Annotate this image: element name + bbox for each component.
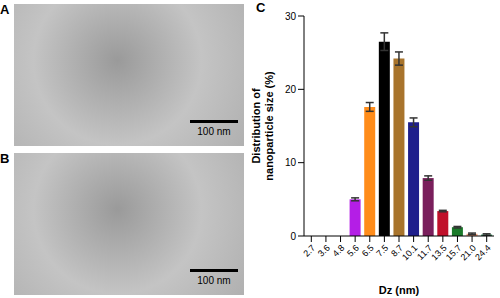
svg-text:15.7: 15.7 — [443, 242, 464, 263]
html-text:B: B — [0, 151, 10, 166]
svg-text:Distribution ofnanoparticle si: Distribution ofnanoparticle size (%) — [250, 71, 275, 181]
svg-text:0: 0 — [290, 231, 296, 242]
svg-text:8.7: 8.7 — [389, 242, 405, 259]
svg-text:10.1: 10.1 — [400, 242, 420, 263]
html-text:100 nm: 100 nm — [197, 275, 231, 286]
svg-text:6.5: 6.5 — [360, 243, 376, 259]
svg-text:2.7: 2.7 — [301, 243, 317, 259]
svg-text:21.0: 21.0 — [458, 242, 478, 263]
svg-text:24.4: 24.4 — [473, 243, 492, 262]
svg-text:5.6: 5.6 — [345, 243, 361, 259]
svg-text:3.6: 3.6 — [316, 243, 332, 259]
html-text:A: A — [0, 2, 10, 17]
svg-text:7.5: 7.5 — [374, 243, 390, 259]
svg-text:11.7: 11.7 — [415, 242, 435, 262]
svg-text:Dz (nm): Dz (nm) — [379, 284, 420, 296]
svg-text:4.8: 4.8 — [331, 243, 347, 259]
html-text:100 nm: 100 nm — [197, 126, 231, 137]
svg-text:30: 30 — [285, 11, 297, 22]
svg-text:20: 20 — [285, 84, 297, 95]
svg-text:13.5: 13.5 — [429, 242, 449, 263]
svg-text:10: 10 — [285, 157, 297, 168]
html-text:C: C — [256, 0, 266, 15]
